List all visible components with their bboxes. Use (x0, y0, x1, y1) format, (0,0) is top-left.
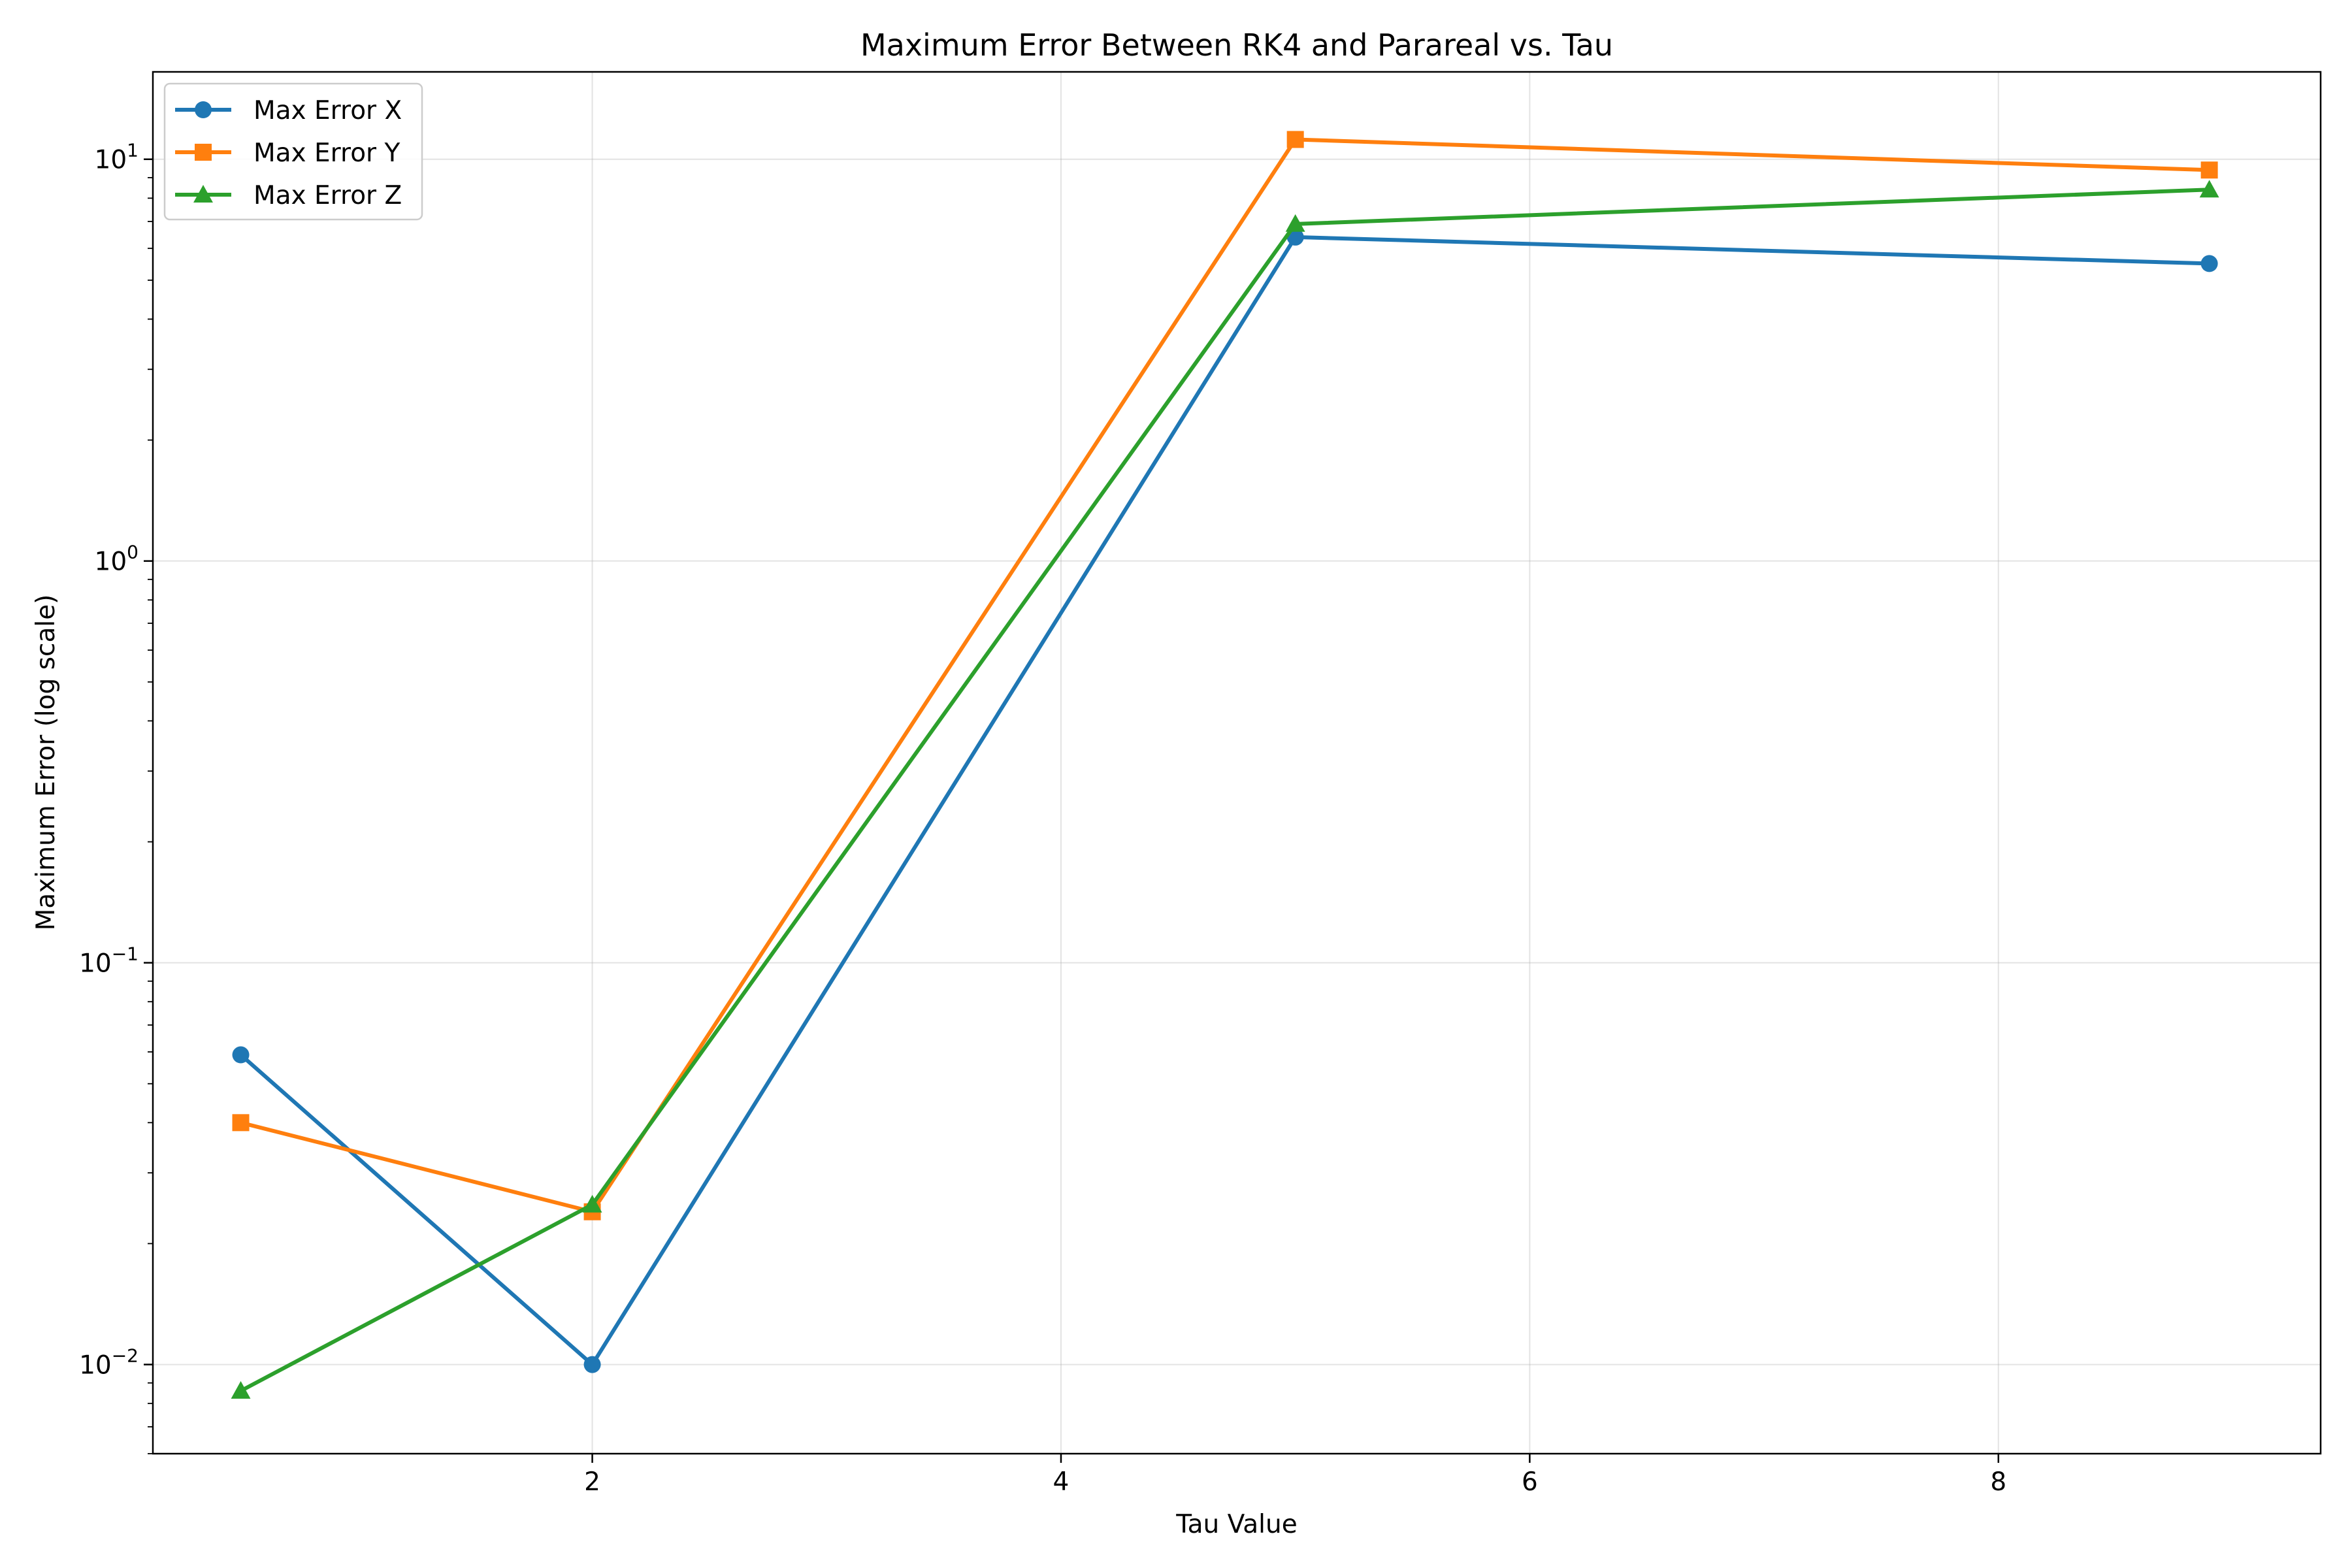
plot-background (153, 72, 2321, 1454)
legend-item: Max Error X (175, 96, 402, 125)
y-tick-label-base: 10 (79, 1351, 112, 1380)
data-point (231, 1380, 251, 1399)
legend-marker (195, 101, 212, 118)
x-tick-label: 4 (1053, 1467, 1070, 1497)
data-point (583, 1356, 601, 1373)
legend: Max Error X Max Error Y Max Error Z (163, 82, 423, 221)
x-axis-label: Tau Value (1175, 1510, 1297, 1539)
legend-box (163, 82, 423, 221)
y-tick-label-base: 10 (95, 146, 127, 175)
series-1 (232, 228, 2218, 1373)
series-line (238, 188, 2212, 1393)
gridlines (153, 72, 2321, 1454)
y-tick-label-exponent: 1 (127, 140, 139, 161)
y-tick-label: 101 (95, 140, 139, 175)
y-tick-label: 100 (95, 542, 139, 577)
y-axis-label: Maximum Error (log scale) (31, 595, 61, 931)
series-3 (231, 180, 2219, 1399)
series-layer (231, 131, 2219, 1399)
legend-item: Max Error Z (175, 181, 402, 210)
y-tick-label: 10−2 (79, 1345, 139, 1380)
data-point (1285, 214, 1305, 232)
y-tick-label-exponent: −2 (112, 1345, 139, 1367)
y-tick-label-exponent: 0 (127, 542, 139, 563)
legend-label: Max Error Y (253, 139, 400, 168)
data-point (2199, 180, 2219, 198)
data-point (2200, 161, 2218, 179)
x-tick-label: 6 (1522, 1467, 1538, 1497)
y-tick-label-base: 10 (79, 949, 112, 979)
x-tick-label: 8 (1990, 1467, 2006, 1497)
data-point (2200, 255, 2218, 272)
y-tick-label: 10−1 (79, 943, 139, 979)
legend-item: Max Error Y (175, 139, 400, 168)
y-tick-label-exponent: −1 (112, 943, 139, 965)
data-point (232, 1046, 250, 1064)
data-point (1286, 131, 1304, 148)
legend-marker (193, 185, 213, 203)
x-tick-label: 2 (584, 1467, 600, 1497)
data-point (582, 1194, 602, 1213)
data-point (232, 1114, 250, 1132)
x-axis: 2 4 6 8 (584, 1454, 2006, 1497)
series-line (238, 235, 2212, 1367)
axes-frame (152, 71, 2322, 1455)
legend-marker (195, 144, 212, 161)
chart-title: Maximum Error Between RK4 and Parareal v… (860, 27, 1613, 63)
y-tick-label-base: 10 (95, 547, 127, 577)
series-line (238, 137, 2212, 1214)
legend-label: Max Error Z (253, 181, 402, 210)
legend-label: Max Error X (253, 96, 402, 125)
